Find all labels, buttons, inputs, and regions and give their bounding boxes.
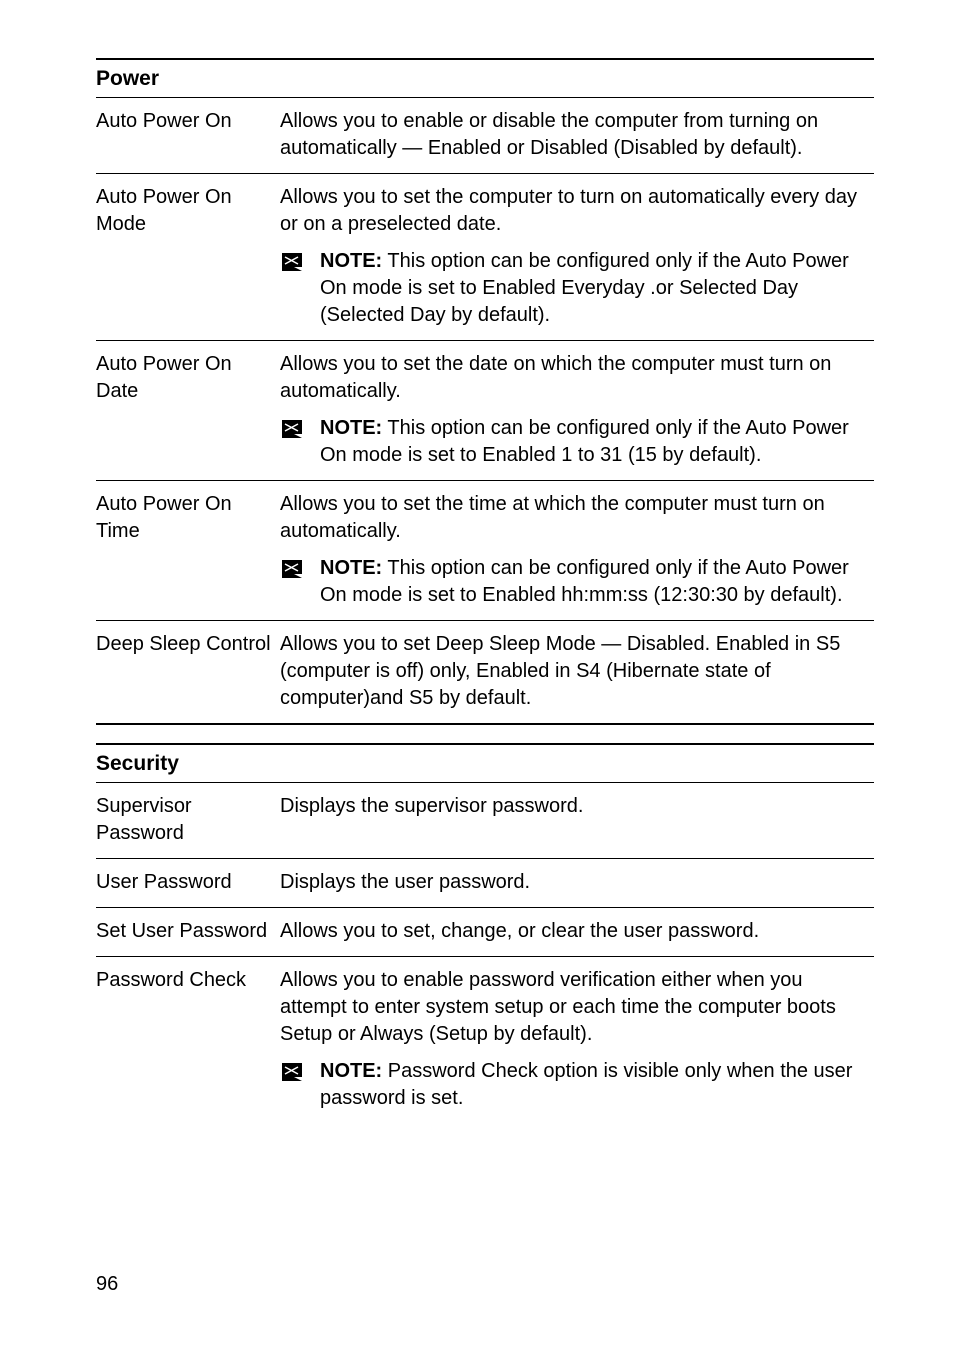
setting-description: Allows you to enable password verificati…: [280, 967, 874, 1112]
note-body: This option can be configured only if th…: [320, 557, 849, 606]
note-icon: [280, 1061, 304, 1083]
note-block: NOTE: This option can be configured only…: [280, 248, 874, 329]
section-header-power: Power: [96, 58, 874, 98]
note-icon: [280, 558, 304, 580]
note-text: NOTE: Password Check option is visible o…: [320, 1058, 874, 1112]
setting-label: Auto Power On Mode: [96, 184, 280, 329]
table-row: Auto Power On Time Allows you to set the…: [96, 481, 874, 621]
page-number: 96: [96, 1273, 874, 1296]
note-icon: [280, 418, 304, 440]
description-text: Allows you to set the computer to turn o…: [280, 186, 857, 235]
setting-label: Deep Sleep Control: [96, 631, 280, 712]
note-body: Password Check option is visible only wh…: [320, 1060, 852, 1109]
note-body: This option can be configured only if th…: [320, 250, 849, 326]
table-row: User Password Displays the user password…: [96, 859, 874, 908]
setting-description: Allows you to set the computer to turn o…: [280, 184, 874, 329]
setting-description: Displays the supervisor password.: [280, 793, 874, 847]
note-label: NOTE:: [320, 1060, 382, 1082]
table-row: Set User Password Allows you to set, cha…: [96, 908, 874, 957]
note-label: NOTE:: [320, 417, 382, 439]
table-row: Auto Power On Date Allows you to set the…: [96, 341, 874, 481]
note-block: NOTE: This option can be configured only…: [280, 555, 874, 609]
description-text: Allows you to enable password verificati…: [280, 969, 836, 1045]
note-text: NOTE: This option can be configured only…: [320, 555, 874, 609]
note-text: NOTE: This option can be configured only…: [320, 248, 874, 329]
setting-description: Displays the user password.: [280, 869, 874, 896]
setting-label: Auto Power On: [96, 108, 280, 162]
setting-label: Password Check: [96, 967, 280, 1112]
note-body: This option can be configured only if th…: [320, 417, 849, 466]
description-text: Allows you to set the time at which the …: [280, 493, 825, 542]
setting-label: User Password: [96, 869, 280, 896]
section-header-security: Security: [96, 743, 874, 783]
note-block: NOTE: Password Check option is visible o…: [280, 1058, 874, 1112]
setting-description: Allows you to set the date on which the …: [280, 351, 874, 469]
description-text: Allows you to set the date on which the …: [280, 353, 831, 402]
note-label: NOTE:: [320, 557, 382, 579]
table-row: Supervisor Password Displays the supervi…: [96, 783, 874, 859]
table-row: Auto Power On Mode Allows you to set the…: [96, 174, 874, 341]
note-text: NOTE: This option can be configured only…: [320, 415, 874, 469]
table-row: Auto Power On Allows you to enable or di…: [96, 98, 874, 174]
note-block: NOTE: This option can be configured only…: [280, 415, 874, 469]
note-icon: [280, 251, 304, 273]
table-row: Deep Sleep Control Allows you to set Dee…: [96, 621, 874, 725]
setting-label: Auto Power On Time: [96, 491, 280, 609]
document-page: Power Auto Power On Allows you to enable…: [0, 0, 954, 1336]
setting-description: Allows you to set, change, or clear the …: [280, 918, 874, 945]
setting-description: Allows you to enable or disable the comp…: [280, 108, 874, 162]
setting-description: Allows you to set the time at which the …: [280, 491, 874, 609]
setting-label: Set User Password: [96, 918, 280, 945]
table-row: Password Check Allows you to enable pass…: [96, 957, 874, 1123]
setting-label: Auto Power On Date: [96, 351, 280, 469]
setting-description: Allows you to set Deep Sleep Mode — Disa…: [280, 631, 874, 712]
setting-label: Supervisor Password: [96, 793, 280, 847]
note-label: NOTE:: [320, 250, 382, 272]
